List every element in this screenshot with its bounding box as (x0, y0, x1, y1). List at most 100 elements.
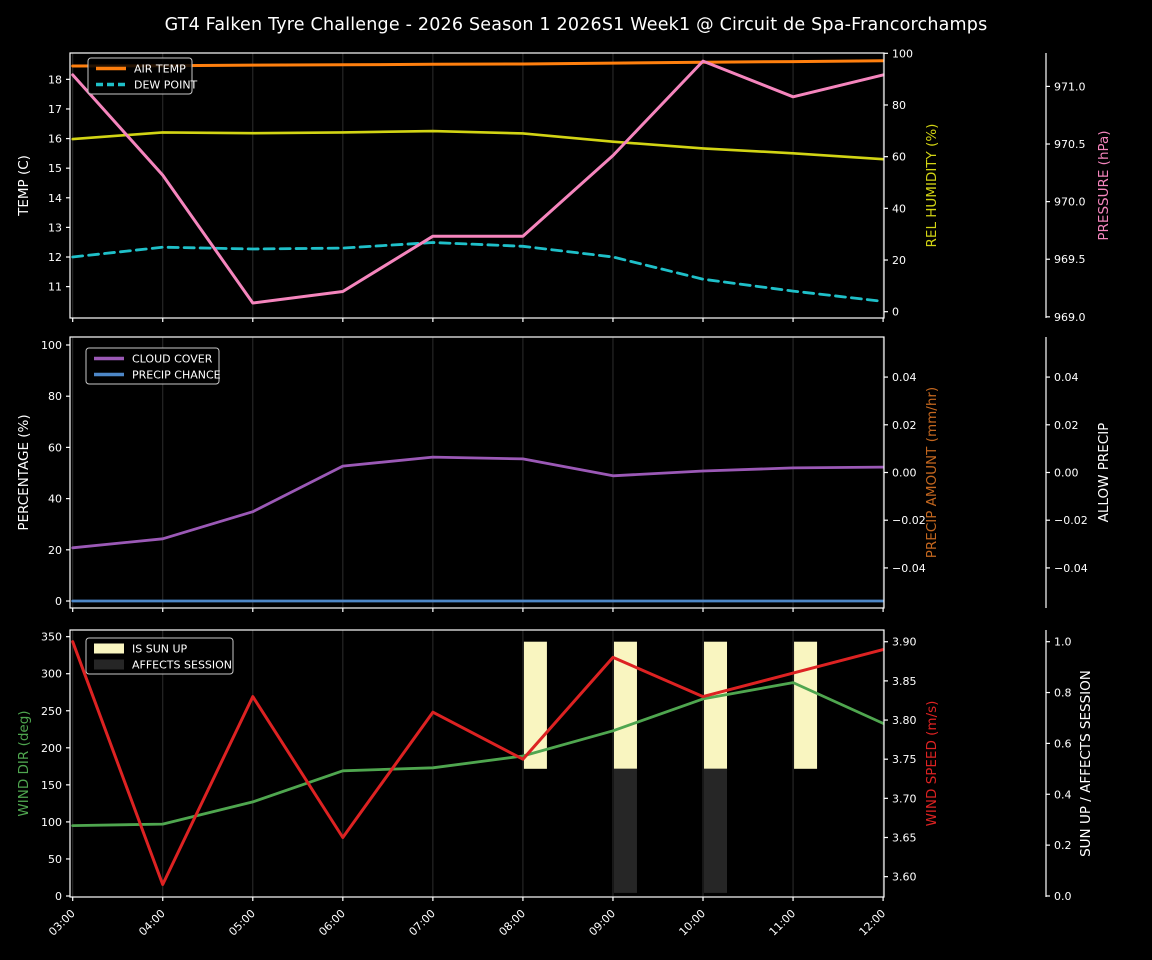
series-pressure-line (71, 59, 885, 305)
series-rel-humidity-line (71, 129, 885, 161)
tick-label: 0.8 (1054, 687, 1072, 700)
tick-label: 0 (55, 890, 62, 903)
tick-label: 10:00 (677, 907, 709, 939)
left-axis: 18 17 16 15 14 13 12 11 (48, 73, 70, 294)
tick-label: 0.04 (892, 371, 917, 384)
tick-label: 06:00 (316, 907, 348, 939)
tick-label: −0.04 (1054, 562, 1088, 575)
tick-label: AFFECTS SESSION (132, 659, 232, 672)
legend: AIR TEMP DEW POINT (87, 57, 198, 95)
tick-label: −0.04 (892, 562, 926, 575)
tick-label: 08:00 (496, 907, 528, 939)
bars-is-sun-up (523, 641, 818, 769)
right-axis-label: PRECIP AMOUNT (mm/hr) (924, 387, 940, 558)
tick-label: 13 (48, 221, 62, 234)
series-wind-speed-line (71, 640, 885, 886)
tick-label: 18 (48, 73, 62, 86)
left-axis-label: TEMP (C) (16, 155, 32, 217)
tick-label: 04:00 (136, 907, 168, 939)
tick-label: 350 (41, 631, 62, 644)
right-axis: 100 80 60 40 20 0 (884, 47, 913, 319)
far-right-axis: 0.04 0.02 0.00 −0.02 −0.04 (1045, 337, 1088, 608)
tick-label: 250 (41, 705, 62, 718)
right-axis-label: REL HUMIDITY (%) (924, 124, 940, 248)
tick-label: 0.2 (1054, 839, 1072, 852)
tick-label: 3.90 (892, 636, 917, 649)
tick-label: 100 (41, 816, 62, 829)
tick-label: 200 (41, 742, 62, 755)
right-axis: 3.90 3.85 3.80 3.75 3.70 3.65 3.60 (884, 636, 917, 884)
tick-label: 971.0 (1054, 80, 1086, 93)
x-axis (72, 318, 884, 322)
tick-label: −0.02 (892, 514, 926, 527)
tick-label: 150 (41, 779, 62, 792)
x-axis (72, 608, 884, 612)
tick-label: 20 (892, 254, 906, 267)
tick-label: 0.04 (1054, 371, 1079, 384)
tick-label: 0.6 (1054, 737, 1072, 750)
tick-label: 40 (892, 202, 906, 215)
tick-label: AIR TEMP (134, 63, 186, 76)
tick-label: 12:00 (857, 907, 889, 939)
tick-label: 17 (48, 103, 62, 116)
far-right-axis-label: ALLOW PRECIP (1096, 423, 1112, 523)
tick-label: 3.75 (892, 753, 917, 766)
bars-affects-session (613, 768, 728, 893)
tick-label: 0.00 (1054, 467, 1079, 480)
tick-label: 15 (48, 162, 62, 175)
right-axis: 0.04 0.02 0.00 −0.02 −0.04 (884, 371, 926, 575)
figure-title: GT4 Falken Tyre Challenge - 2026 Season … (164, 15, 988, 35)
tick-label: 20 (48, 544, 62, 557)
tick-label: 80 (892, 99, 906, 112)
tick-label: 970.0 (1054, 196, 1086, 209)
tick-label: 3.70 (892, 792, 917, 805)
x-axis: 03:00 04:00 05:00 06:00 07:00 08:00 09:00 10:00… (46, 897, 888, 939)
series-wind-dir-line (71, 681, 885, 827)
tick-label: 60 (48, 441, 62, 454)
tick-label: DEW POINT (134, 79, 198, 92)
legend: CLOUD COVER PRECIP CHANCE (85, 347, 221, 385)
tick-label: 969.0 (1054, 311, 1086, 324)
tick-label: 09:00 (586, 907, 618, 939)
tick-label: IS SUN UP (132, 643, 188, 656)
tick-label: 14 (48, 192, 62, 205)
series-dew-point-line (71, 241, 885, 303)
tick-label: 12 (48, 251, 62, 264)
tick-label: −0.02 (1054, 514, 1088, 527)
tick-label: 3.65 (892, 831, 917, 844)
tick-label: CLOUD COVER (132, 353, 213, 366)
far-right-axis: 1.0 0.8 0.6 0.4 0.2 0.0 (1045, 630, 1072, 903)
plot-border (69, 629, 885, 898)
right-axis-label: WIND SPEED (m/s) (924, 701, 940, 827)
tick-label: 3.85 (892, 675, 917, 688)
tick-label: 11 (48, 281, 62, 294)
left-axis: 350 300 250 200 150 100 50 0 (41, 631, 70, 903)
tick-label: 16 (48, 133, 62, 146)
tick-label: 969.5 (1054, 253, 1086, 266)
tick-label: 05:00 (226, 907, 258, 939)
tick-label: 11:00 (767, 907, 799, 939)
tick-label: 03:00 (46, 907, 78, 939)
tick-label: 100 (41, 339, 62, 352)
tick-label: 0.4 (1054, 788, 1072, 801)
tick-label: 0.00 (892, 467, 917, 480)
far-right-axis-label: SUN UP / AFFECTS SESSION (1078, 670, 1094, 857)
legend-swatch-is-sun-up (94, 643, 124, 654)
far-right-axis: 971.0 970.5 970.0 969.5 969.0 (1045, 53, 1086, 324)
tick-label: 80 (48, 390, 62, 403)
tick-label: 0.02 (892, 419, 917, 432)
tick-label: 0.02 (1054, 419, 1079, 432)
tick-label: 0 (55, 595, 62, 608)
tick-label: 300 (41, 668, 62, 681)
tick-label: 970.5 (1054, 138, 1086, 151)
left-axis: 100 80 60 40 20 0 (41, 339, 70, 608)
tick-label: PRECIP CHANCE (132, 369, 221, 382)
tick-label: 07:00 (406, 907, 438, 939)
legend: IS SUN UP AFFECTS SESSION (85, 637, 234, 675)
legend-swatch-affects-session (94, 659, 124, 670)
tick-label: 0.0 (1054, 890, 1072, 903)
tick-label: 0 (892, 306, 899, 319)
